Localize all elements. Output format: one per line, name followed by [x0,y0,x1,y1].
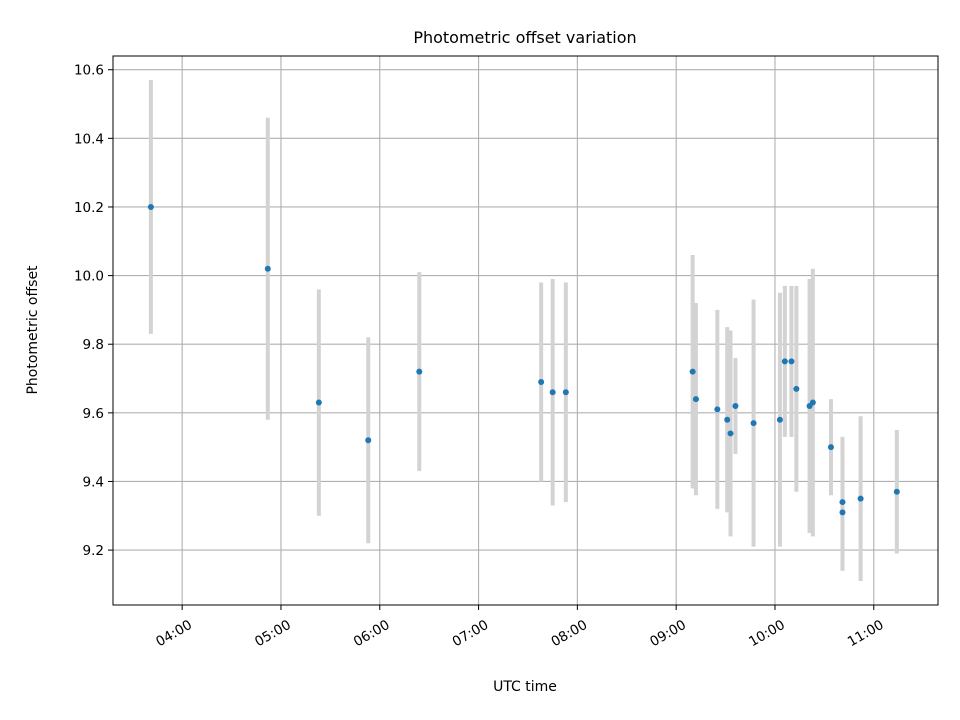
y-tick-label: 9.2 [83,543,104,559]
y-tick-label: 9.8 [83,337,104,353]
data-point [724,416,731,423]
data-point [750,420,757,427]
y-tick-label: 10.6 [74,63,104,79]
data-point [538,378,545,385]
data-point [827,444,834,451]
y-axis-ticks: 9.2 9.4 9.6 9.8 10.0 10.2 10.4 10.6 [74,63,113,559]
data-point [549,389,556,396]
data-point [315,399,322,406]
data-point [839,499,846,506]
data-point [781,358,788,365]
data-point [839,509,846,516]
chart-title: Photometric offset variation [413,28,636,47]
data-point [714,406,721,413]
grid [113,56,938,605]
data-point [857,495,864,502]
y-tick-label: 10.4 [74,131,104,147]
x-axis-label: UTC time [493,679,557,695]
plot-area-frame [112,55,939,606]
y-tick-label: 10.2 [74,200,104,216]
data-point [809,399,816,406]
data-point [416,368,423,375]
y-axis-label: Photometric offset [25,265,41,395]
data-point [264,265,271,272]
data-point [562,389,569,396]
y-tick-label: 9.4 [83,474,104,490]
y-tick-label: 9.6 [83,406,104,422]
data-point [793,385,800,392]
data-point [732,402,739,409]
data-points [147,203,900,516]
data-point [147,203,154,210]
data-point [692,396,699,403]
data-point [893,488,900,495]
data-point [776,416,783,423]
data-point [689,368,696,375]
y-tick-label: 10.0 [74,269,104,285]
data-point [788,358,795,365]
data-point [727,430,734,437]
data-point [365,437,372,444]
